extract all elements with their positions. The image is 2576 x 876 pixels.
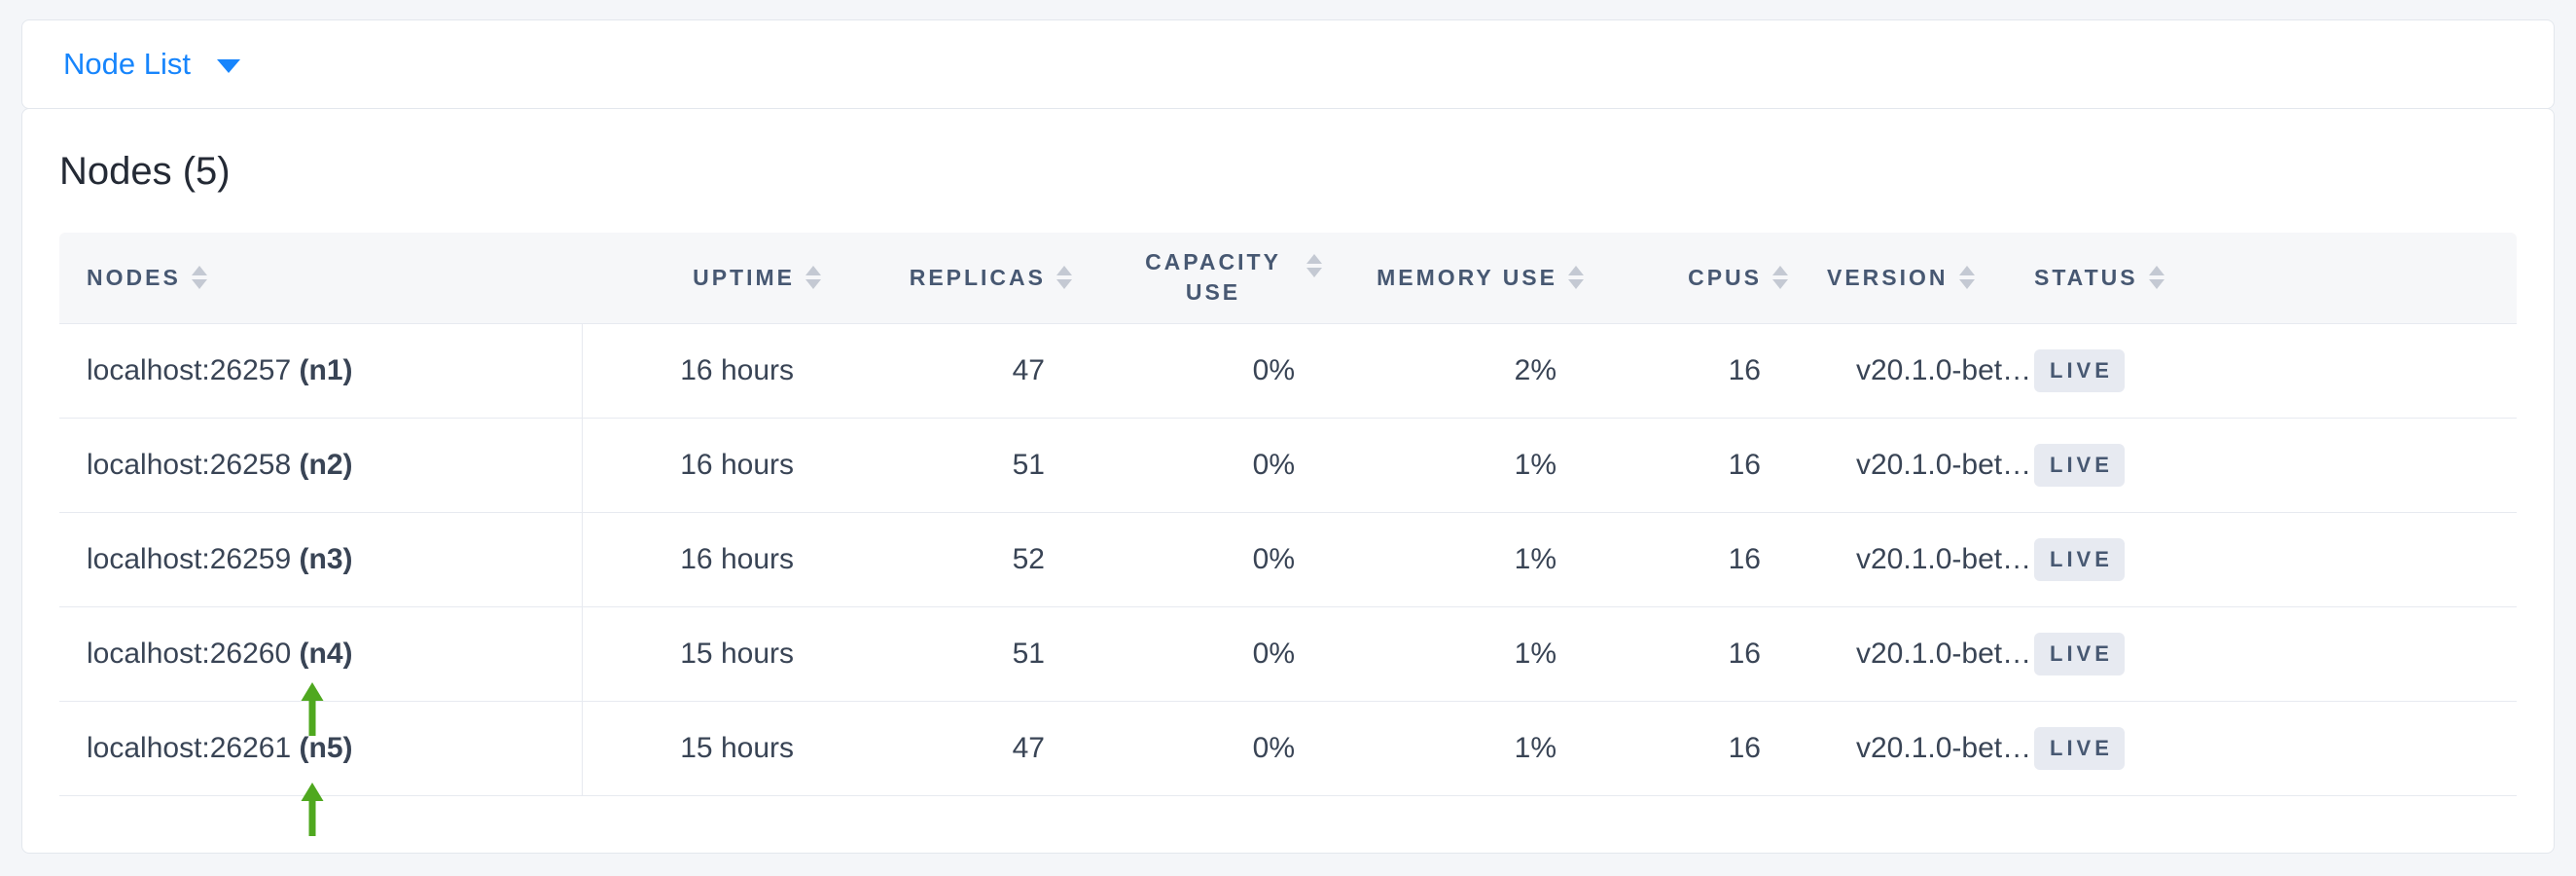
sort-icon	[2148, 266, 2165, 290]
column-header-replicas[interactable]: REPLICAS	[835, 233, 1090, 324]
column-label: STATUS	[2034, 264, 2138, 290]
status-badge: LIVE	[2034, 348, 2125, 392]
version-cell: v20.1.0-bet…	[1794, 606, 2031, 702]
cpus-cell: 16	[1606, 418, 1794, 513]
sort-icon	[1568, 266, 1584, 290]
column-label: VERSION	[1827, 264, 1949, 290]
node-cell: localhost:26259 (n3)	[59, 512, 583, 607]
annotation-arrow-up-icon	[301, 783, 324, 836]
uptime-cell: 16 hours	[582, 418, 835, 513]
node-link[interactable]: localhost:26257	[87, 353, 292, 386]
column-header-nodes[interactable]: NODES	[59, 233, 582, 324]
memory_use-cell: 1%	[1350, 701, 1606, 796]
node-cell: localhost:26257 (n1)	[59, 323, 583, 419]
node-cell: localhost:26258 (n2)	[59, 418, 583, 513]
capacity_use-cell: 0%	[1090, 701, 1350, 796]
table-row: localhost:26259 (n3) 16 hours 52 0% 1% 16 v20.…	[59, 512, 2517, 607]
uptime-cell: 15 hours	[582, 606, 835, 702]
cpus-cell: 16	[1606, 323, 1794, 419]
node-list-dropdown-label: Node List	[63, 47, 191, 81]
memory_use-cell: 2%	[1350, 323, 1606, 419]
sort-icon	[1772, 266, 1788, 290]
table-row: localhost:26258 (n2) 16 hours 51 0% 1% 16 v20.…	[59, 418, 2517, 513]
table-row: localhost:26260 (n4) 15 hours 51 0% 1% 16 v20.…	[59, 606, 2517, 702]
sort-icon	[1056, 266, 1072, 290]
uptime-cell: 16 hours	[582, 512, 835, 607]
uptime-cell: 15 hours	[582, 701, 835, 796]
replicas-cell: 52	[835, 512, 1090, 607]
status-badge: LIVE	[2034, 726, 2125, 770]
node-link[interactable]: localhost:26258	[87, 448, 292, 481]
node-link[interactable]: localhost:26259	[87, 542, 292, 575]
node-id: (n3)	[299, 542, 353, 575]
version-cell: v20.1.0-bet…	[1794, 701, 2031, 796]
table-header: NODES UPTIME REPLICAS CAPACITY USE MEMORY US…	[59, 233, 2517, 324]
column-header-memory_use[interactable]: MEMORY USE	[1350, 233, 1606, 324]
status-cell: LIVE	[2015, 418, 2517, 513]
node-cell: localhost:26260 (n4)	[59, 606, 583, 702]
caret-down-icon	[216, 59, 240, 73]
uptime-cell: 16 hours	[582, 323, 835, 419]
node-link[interactable]: localhost:26261	[87, 731, 292, 764]
version-cell: v20.1.0-bet…	[1794, 418, 2031, 513]
table-row: localhost:26261 (n5) 15 hours 47 0% 1% 16 v20.…	[59, 701, 2517, 796]
annotation-arrow-up-icon	[301, 682, 324, 736]
replicas-cell: 47	[835, 701, 1090, 796]
status-badge: LIVE	[2034, 443, 2125, 487]
cpus-cell: 16	[1606, 606, 1794, 702]
memory_use-cell: 1%	[1350, 418, 1606, 513]
column-label: NODES	[87, 264, 181, 290]
node-id: (n2)	[299, 448, 353, 481]
view-selector-bar: Node List	[21, 19, 2555, 109]
column-label: UPTIME	[693, 264, 795, 290]
column-header-version[interactable]: VERSION	[1794, 233, 2015, 324]
status-badge: LIVE	[2034, 632, 2125, 675]
page-title: Nodes (5)	[59, 150, 231, 193]
table-row: localhost:26257 (n1) 16 hours 47 0% 2% 16 v20.…	[59, 323, 2517, 419]
column-label: REPLICAS	[909, 264, 1046, 290]
status-cell: LIVE	[2015, 323, 2517, 419]
column-header-capacity_use[interactable]: CAPACITY USE	[1090, 233, 1350, 324]
node-list-dropdown[interactable]: Node List	[63, 47, 240, 82]
node-link[interactable]: localhost:26260	[87, 637, 292, 670]
version-cell: v20.1.0-bet…	[1794, 323, 2031, 419]
node-id: (n5)	[299, 731, 353, 764]
sort-icon	[805, 266, 821, 290]
replicas-cell: 51	[835, 606, 1090, 702]
node-id: (n4)	[299, 637, 353, 670]
sort-icon	[1306, 254, 1322, 278]
capacity_use-cell: 0%	[1090, 512, 1350, 607]
table-header-row: NODES UPTIME REPLICAS CAPACITY USE MEMORY US…	[59, 233, 2517, 324]
sort-icon	[1958, 266, 1975, 290]
status-cell: LIVE	[2015, 512, 2517, 607]
nodes-table: NODES UPTIME REPLICAS CAPACITY USE MEMORY US…	[59, 233, 2517, 796]
sort-icon	[191, 266, 207, 290]
cpus-cell: 16	[1606, 512, 1794, 607]
capacity_use-cell: 0%	[1090, 323, 1350, 419]
column-label: MEMORY USE	[1377, 264, 1557, 290]
nodes-panel: Nodes (5) NODES UPTIME REPLICAS CAPACITY US…	[21, 108, 2555, 854]
version-cell: v20.1.0-bet…	[1794, 512, 2031, 607]
capacity_use-cell: 0%	[1090, 418, 1350, 513]
replicas-cell: 47	[835, 323, 1090, 419]
column-label: CPUS	[1688, 264, 1762, 290]
column-label: CAPACITY USE	[1145, 249, 1281, 306]
memory_use-cell: 1%	[1350, 606, 1606, 702]
column-header-cpus[interactable]: CPUS	[1606, 233, 1794, 324]
node-id: (n1)	[299, 353, 353, 386]
column-header-status[interactable]: STATUS	[2015, 233, 2517, 324]
cpus-cell: 16	[1606, 701, 1794, 796]
replicas-cell: 51	[835, 418, 1090, 513]
capacity_use-cell: 0%	[1090, 606, 1350, 702]
status-cell: LIVE	[2015, 606, 2517, 702]
node-cell: localhost:26261 (n5)	[59, 701, 583, 796]
column-header-uptime[interactable]: UPTIME	[582, 233, 835, 324]
status-cell: LIVE	[2015, 701, 2517, 796]
memory_use-cell: 1%	[1350, 512, 1606, 607]
status-badge: LIVE	[2034, 537, 2125, 581]
